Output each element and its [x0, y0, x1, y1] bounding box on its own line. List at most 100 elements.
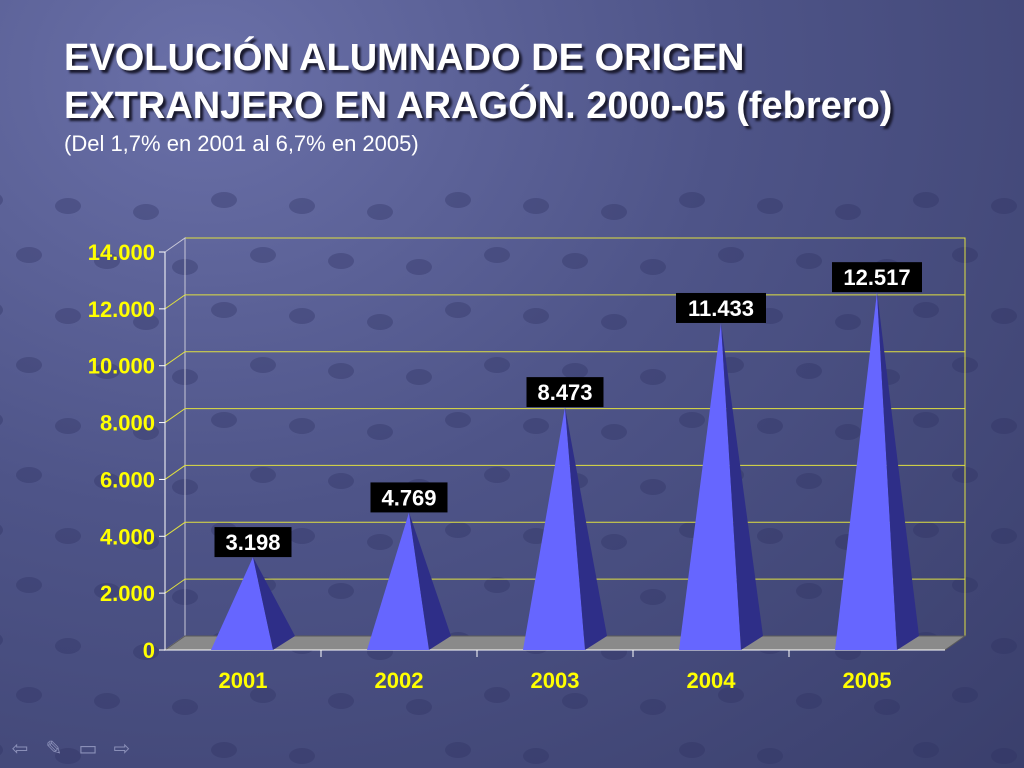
bar-cone: [523, 407, 607, 650]
background-dot: [601, 424, 627, 440]
background-dot: [991, 308, 1017, 324]
x-tick-label: 2004: [687, 668, 737, 693]
background-dot: [562, 693, 588, 709]
background-dot: [796, 253, 822, 269]
gridline: [164, 408, 965, 423]
svg-text:12.517: 12.517: [843, 265, 910, 290]
arrow-right-icon[interactable]: ⇨: [113, 736, 131, 760]
background-dot: [913, 742, 939, 758]
background-dot: [445, 742, 471, 758]
background-dot: [874, 699, 900, 715]
background-dot: [484, 687, 510, 703]
bar-cone: [835, 292, 919, 650]
background-dot: [484, 577, 510, 593]
background-dot: [640, 589, 666, 605]
background-dot: [55, 528, 81, 544]
background-dot: [328, 473, 354, 489]
background-dot: [406, 259, 432, 275]
background-dot: [55, 198, 81, 214]
background-dot: [718, 687, 744, 703]
background-dot: [94, 253, 120, 269]
background-dot: [406, 699, 432, 715]
background-dot: [640, 699, 666, 715]
background-dot: [55, 418, 81, 434]
background-dot: [796, 583, 822, 599]
background-dot: [640, 479, 666, 495]
background-dot: [445, 192, 471, 208]
background-dot: [0, 524, 3, 536]
data-label: 4.769: [370, 482, 448, 513]
background-dot: [289, 528, 315, 544]
background-dot: [484, 467, 510, 483]
pen-icon[interactable]: ✎: [45, 736, 63, 760]
slide-title-line-1: EVOLUCIÓN ALUMNADO DE ORIGEN: [64, 37, 745, 79]
y-tick-label: 2.000: [100, 581, 155, 606]
background-dot: [0, 634, 3, 646]
background-dot: [289, 748, 315, 764]
background-dot: [445, 522, 471, 538]
background-dot: [133, 534, 159, 550]
svg-text:8.473: 8.473: [537, 380, 592, 405]
y-tick-label: 6.000: [100, 467, 155, 492]
background-dot: [562, 253, 588, 269]
arrow-left-icon[interactable]: ⇦: [11, 736, 29, 760]
background-dot: [445, 412, 471, 428]
background-dot: [0, 744, 3, 756]
background-dot: [367, 204, 393, 220]
background-dot: [211, 192, 237, 208]
background-dot: [172, 699, 198, 715]
x-tick-label: 2002: [375, 668, 424, 693]
background-dot: [835, 204, 861, 220]
slide-navigation: ⇦ ✎ ▭ ⇨: [8, 736, 134, 760]
background-dot: [913, 302, 939, 318]
background-dot: [328, 693, 354, 709]
data-label: 8.473: [526, 377, 604, 408]
background-dot: [835, 424, 861, 440]
background-dot: [94, 583, 120, 599]
background-dot: [991, 638, 1017, 654]
background-dot: [757, 418, 783, 434]
background-dot: [16, 357, 42, 373]
background-dot: [913, 522, 939, 538]
background-dot: [952, 687, 978, 703]
background-dot: [289, 198, 315, 214]
bar-cone: [679, 322, 763, 650]
background-dot: [250, 687, 276, 703]
gridline: [164, 351, 965, 367]
background-dot: [757, 748, 783, 764]
background-dot: [484, 247, 510, 263]
background-dot: [445, 302, 471, 318]
background-dot: [913, 192, 939, 208]
background-dot: [367, 424, 393, 440]
y-tick-label: 4.000: [100, 524, 155, 549]
background-dot: [562, 363, 588, 379]
background-dot: [250, 357, 276, 373]
background-dot: [484, 357, 510, 373]
background-dot: [211, 412, 237, 428]
background-dot: [679, 412, 705, 428]
background-dot: [133, 204, 159, 220]
background-dot: [991, 748, 1017, 764]
y-tick-label: 8.000: [100, 411, 155, 436]
background-dot: [250, 467, 276, 483]
background-dot: [94, 363, 120, 379]
background-dot: [328, 583, 354, 599]
background-dot: [250, 247, 276, 263]
background-dot: [55, 638, 81, 654]
background-dot: [0, 194, 3, 206]
menu-icon[interactable]: ▭: [78, 736, 98, 760]
plot-side-wall: [164, 237, 186, 651]
background-dot: [0, 414, 3, 426]
svg-text:4.769: 4.769: [381, 485, 436, 510]
background-dot: [16, 467, 42, 483]
background-dot: [133, 424, 159, 440]
background-dot: [523, 198, 549, 214]
background-dot: [601, 534, 627, 550]
y-tick-label: 12.000: [88, 297, 155, 322]
background-dot: [679, 192, 705, 208]
background-dot: [367, 534, 393, 550]
background-dot: [913, 412, 939, 428]
background-dot: [991, 418, 1017, 434]
background-dot: [523, 308, 549, 324]
